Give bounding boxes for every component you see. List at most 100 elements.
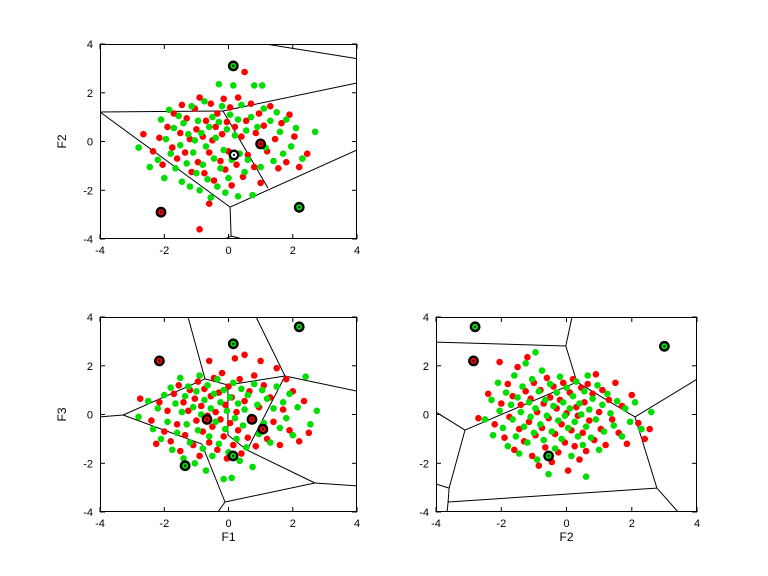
x-axis-label: F1 xyxy=(221,530,235,544)
scatter-point-red xyxy=(220,433,227,440)
scatter-point-red xyxy=(217,157,224,165)
plot-f1-f2: -4 -2 0 2 4 -4 -2 0 2 4 F2 xyxy=(55,39,360,257)
y-tick-label: 4 xyxy=(423,312,429,324)
scatter-point-red xyxy=(177,129,184,137)
scatter-point-red xyxy=(257,179,264,187)
scatter-point-green xyxy=(161,391,168,399)
scatter-point-red xyxy=(278,119,285,127)
scatter-point-red xyxy=(252,442,260,450)
x-tick-label: 4 xyxy=(694,518,700,530)
scatter-point-green xyxy=(217,399,224,406)
scatter-point-green xyxy=(185,383,192,390)
scatter-point-green xyxy=(586,406,593,413)
scatter-point-red xyxy=(517,401,525,409)
scatter-point-red xyxy=(267,102,274,110)
scatter-point-green xyxy=(214,375,221,383)
scatter-point-red xyxy=(291,133,298,140)
prototype-center-dot xyxy=(232,342,235,345)
voronoi-line xyxy=(100,110,224,113)
scatter-point-green xyxy=(566,405,574,412)
scatter-point-red xyxy=(602,441,609,449)
scatter-point-green xyxy=(189,403,197,411)
scatter-point-green xyxy=(496,407,503,415)
scatter-point-green xyxy=(210,155,218,162)
scatter-point-green xyxy=(581,388,588,395)
scatter-point-green xyxy=(226,111,234,118)
scatter-point-red xyxy=(214,110,221,117)
scatter-point-green xyxy=(604,390,611,398)
scatter-point-red xyxy=(504,380,512,388)
prototype-center-dot xyxy=(663,345,666,348)
scatter-point-green xyxy=(177,374,184,382)
scatter-point-red xyxy=(212,123,219,131)
scatter-point-green xyxy=(313,407,321,415)
scatter-point-green xyxy=(558,435,565,443)
scatter-point-red xyxy=(595,408,603,416)
scatter-point-green xyxy=(244,156,252,164)
scatter-point-red xyxy=(194,378,202,385)
x-axis-label: F2 xyxy=(559,530,573,544)
scatter-point-green xyxy=(525,399,533,406)
scatter-point-green xyxy=(249,463,256,471)
scatter-point-red xyxy=(589,390,596,398)
scatter-point-green xyxy=(270,405,277,412)
scatter-point-red xyxy=(209,423,216,431)
scatter-point-green xyxy=(197,129,205,137)
scatter-point-green xyxy=(236,457,243,465)
scatter-point-green xyxy=(517,408,525,416)
voronoi-line xyxy=(217,501,226,512)
scatter-point-green xyxy=(220,386,227,394)
scatter-point-red xyxy=(196,94,203,101)
scatter-point-green xyxy=(207,194,215,201)
scatter-point-green xyxy=(254,123,261,131)
scatter-point-green xyxy=(283,116,290,123)
scatter-point-green xyxy=(302,373,309,381)
voronoi-line xyxy=(246,449,316,484)
scatter-point-green xyxy=(279,150,287,157)
scatter-point-red xyxy=(546,394,554,401)
voronoi-line xyxy=(187,317,206,380)
scatter-point-red xyxy=(295,438,303,445)
scatter-point-green xyxy=(135,413,142,421)
plot-area xyxy=(100,44,357,239)
scatter-point-green xyxy=(205,433,213,440)
scatter-point-red xyxy=(220,95,227,103)
scatter-point-green xyxy=(556,373,564,381)
scatter-point-green xyxy=(528,375,536,383)
scatter-point-red xyxy=(205,439,213,446)
scatter-point-green xyxy=(540,436,547,444)
x-tick-label: -2 xyxy=(159,245,169,257)
prototype-center-dot xyxy=(547,454,550,457)
scatter-point-green xyxy=(154,156,162,164)
scatter-point-green xyxy=(212,134,219,142)
scatter-point-green xyxy=(178,178,186,185)
scatter-point-green xyxy=(186,439,194,446)
scatter-point-green xyxy=(579,441,587,449)
scatter-point-green xyxy=(267,439,274,446)
scatter-point-red xyxy=(226,104,234,111)
y-tick-label: 4 xyxy=(87,312,93,324)
scatter-point-green xyxy=(571,418,578,426)
scatter-point-red xyxy=(218,130,226,138)
scatter-point-green xyxy=(613,397,621,405)
scatter-point-green xyxy=(546,380,554,388)
y-tick-label: 0 xyxy=(87,410,93,422)
scatter-point-red xyxy=(498,400,505,407)
scatter-point-green xyxy=(238,385,245,393)
scatter-point-red xyxy=(140,130,147,138)
scatter-point-red xyxy=(522,388,529,395)
scatter-point-green xyxy=(242,444,250,451)
voronoi-line xyxy=(565,317,573,347)
scatter-point-red xyxy=(582,447,590,455)
scatter-point-red xyxy=(193,126,200,133)
scatter-point-green xyxy=(292,124,300,132)
scatter-point-green xyxy=(161,174,168,182)
scatter-point-green xyxy=(569,392,577,400)
prototype-center-dot xyxy=(158,359,161,362)
scatter-point-red xyxy=(226,419,234,427)
scatter-point-green xyxy=(618,433,626,440)
scatter-point-red xyxy=(257,357,264,365)
scatter-point-red xyxy=(196,452,203,460)
scatter-point-red xyxy=(250,163,258,171)
scatter-point-red xyxy=(579,429,587,437)
